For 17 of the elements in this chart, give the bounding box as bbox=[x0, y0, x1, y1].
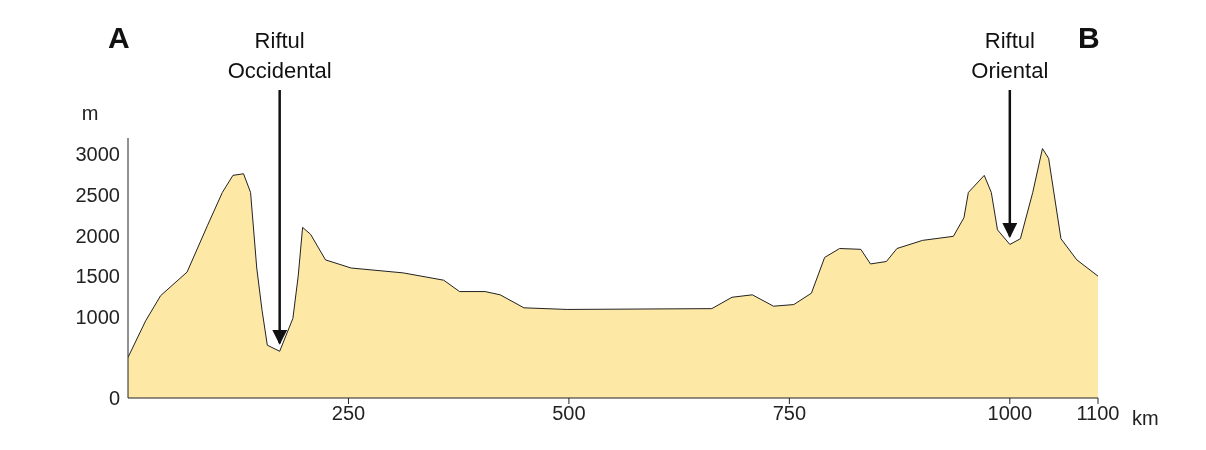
x-tick-label: 1000 bbox=[987, 402, 1033, 425]
y-tick-label: 1500 bbox=[75, 265, 120, 288]
y-axis-title: m bbox=[81, 102, 99, 124]
x-axis-title: km bbox=[1132, 407, 1159, 429]
x-tick-label: 500 bbox=[552, 402, 586, 425]
x-tick-label: 750 bbox=[772, 402, 807, 425]
annotation: Riftul Oriental bbox=[971, 28, 1049, 83]
y-tick-label: 3000 bbox=[75, 143, 120, 166]
y-tick-label: 0 bbox=[108, 387, 120, 410]
y-tick-label: 2000 bbox=[75, 224, 120, 247]
annotation: Riftul Occidental bbox=[227, 28, 332, 83]
text: A bbox=[108, 21, 130, 54]
text: B bbox=[1078, 21, 1100, 54]
x-tick-label: 250 bbox=[331, 402, 366, 425]
y-tick-label: 1000 bbox=[75, 305, 120, 328]
x-tick-label: 1100 bbox=[1076, 402, 1120, 425]
y-tick-label: 2500 bbox=[75, 183, 120, 206]
